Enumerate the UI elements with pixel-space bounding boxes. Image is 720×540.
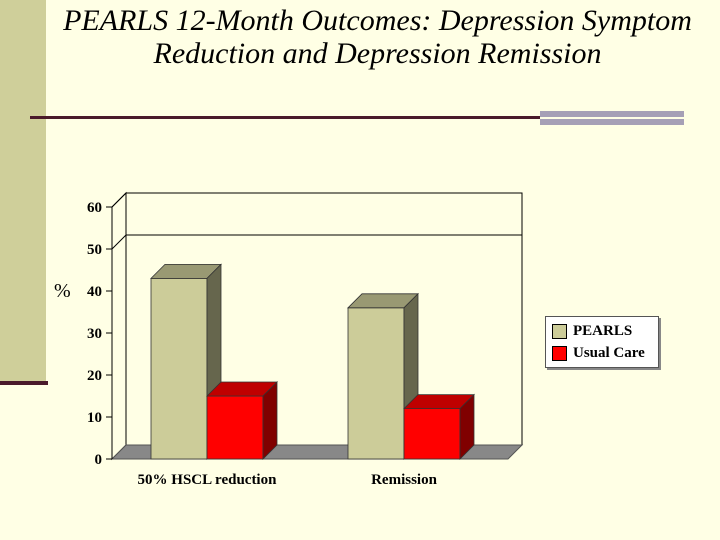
legend-label-usual-care: Usual Care xyxy=(573,344,645,361)
bar-side-1-0 xyxy=(262,381,278,460)
title-underline xyxy=(30,116,540,119)
title-accent-bar-2 xyxy=(540,119,684,125)
y-tick-label-3: 30 xyxy=(87,326,102,342)
legend-item-usual-care: Usual Care xyxy=(552,344,645,362)
y-tick-label-5: 50 xyxy=(87,242,102,258)
y-tick-label-4: 40 xyxy=(87,284,102,300)
legend-swatch-pearls xyxy=(552,323,567,339)
legend-label-pearls: PEARLS xyxy=(573,322,633,339)
side-bar-divider xyxy=(0,381,48,385)
x-category-label-0: 50% HSCL reduction xyxy=(138,472,278,488)
bar-0-0 xyxy=(150,277,208,460)
y-tick-label-2: 20 xyxy=(87,368,102,384)
gridline-side-1 xyxy=(111,192,127,208)
bar-1-0 xyxy=(206,395,264,460)
x-category-label-1: Remission xyxy=(371,472,437,488)
title-accent-bar xyxy=(540,111,684,117)
bar-0-1 xyxy=(347,307,405,460)
legend-item-pearls: PEARLS xyxy=(552,322,632,340)
slide-title: PEARLS 12-Month Outcomes: Depression Sym… xyxy=(63,4,692,70)
chart-legend: PEARLS Usual Care xyxy=(545,316,659,368)
y-axis-label: % xyxy=(54,280,71,302)
decorative-side-bar xyxy=(0,0,46,382)
legend-swatch-usual-care xyxy=(552,345,567,361)
y-tick-label-1: 10 xyxy=(87,410,102,426)
gridline-side-0 xyxy=(111,234,127,250)
y-tick-label-6: 60 xyxy=(87,200,102,216)
y-tick-label-0: 0 xyxy=(95,452,103,468)
bar-side-1-1 xyxy=(459,393,475,460)
chart-side-wall xyxy=(111,191,127,461)
bar-1-1 xyxy=(403,408,461,460)
